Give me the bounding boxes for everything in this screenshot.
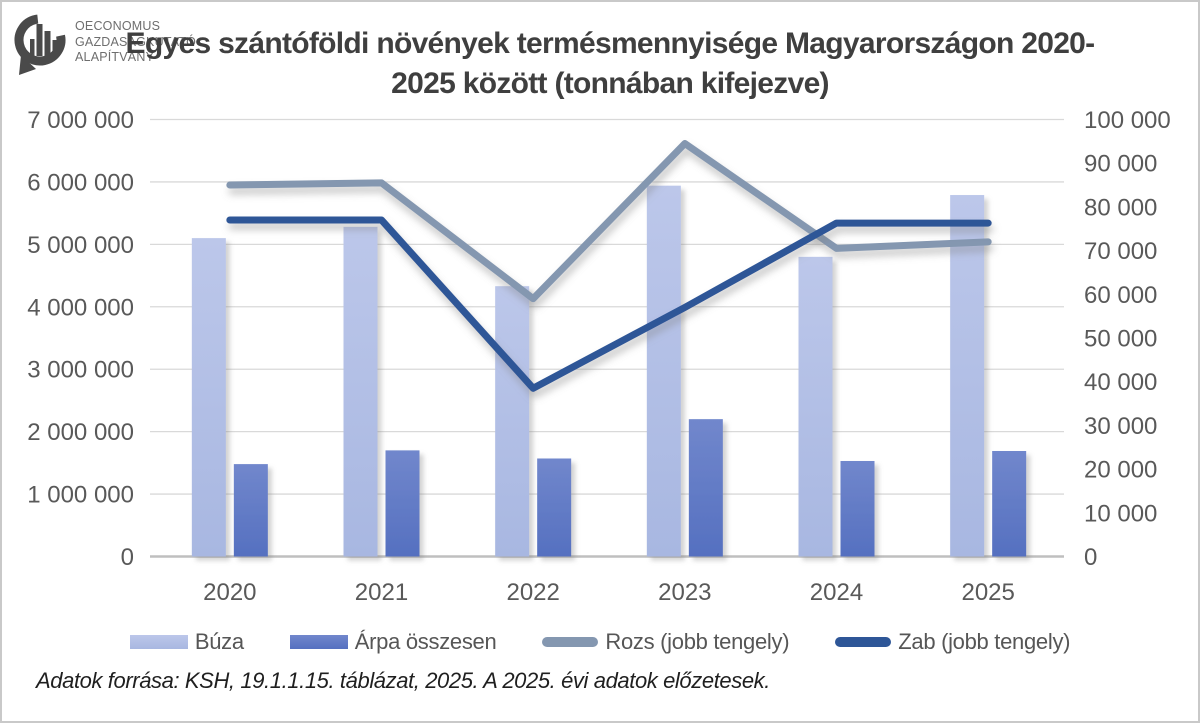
chart-title-line2: 2025 között (tonnában kifejezve): [391, 67, 829, 100]
right-axis-tick: 80 000: [1084, 194, 1157, 221]
x-axis-tick-2022: 2022: [506, 579, 559, 606]
line-Zab (jobb tengely): [226, 216, 992, 392]
bars: [191, 185, 1027, 557]
legend-swatch-line: [542, 637, 599, 647]
legend-label: Búza: [194, 629, 244, 654]
legend-item-Árpa összesen: Árpa összesen: [289, 629, 497, 655]
logo-text-line2: GAZDASÁGKUTATÓ: [75, 34, 197, 49]
right-axis-tick: 70 000: [1084, 238, 1157, 265]
logo-mark-icon: [14, 14, 66, 75]
right-axis-labels: 100 000 90 000 80 000 70 000 60 000 50 000 40 …: [1084, 107, 1171, 571]
logo-text: OECONOMUS GAZDASÁGKUTATÓ ALAPÍTVÁNY: [75, 19, 196, 66]
x-axis-tick-2023: 2023: [658, 579, 711, 606]
bar-Búza-2025: [950, 195, 985, 557]
x-axis-tick-2024: 2024: [810, 579, 863, 606]
right-axis-tick: 30 000: [1084, 413, 1157, 440]
x-axis-tick-2020: 2020: [203, 579, 256, 606]
bar-Árpa összesen-2025: [992, 450, 1027, 557]
legend-label: Rozs (jobb tengely): [605, 629, 790, 654]
legend-swatch-bar: [129, 635, 188, 649]
legend-swatch-bar: [289, 635, 348, 649]
bar-Búza-2021: [343, 226, 378, 557]
right-axis-tick: 100 000: [1084, 107, 1171, 134]
bar-Árpa összesen-2023: [688, 419, 723, 557]
right-axis-tick: 60 000: [1084, 282, 1157, 309]
bar-Árpa összesen-2021: [385, 450, 420, 557]
left-axis-labels: 7 000 000 6 000 000 5 000 000 4 000 000 3 00…: [27, 107, 134, 571]
left-axis-tick: 1 000 000: [27, 482, 134, 509]
source-note: Adatok forrása: KSH, 19.1.1.15. táblázat…: [36, 668, 770, 693]
left-axis-tick: 5 000 000: [27, 232, 134, 259]
bar-Búza-2022: [495, 286, 530, 557]
right-axis-tick: 20 000: [1084, 457, 1157, 484]
chart-legend: Búza Árpa összesen Rozs (jobb tengely) Zab …: [2, 624, 1198, 660]
logo-text-line1: OECONOMUS: [75, 19, 161, 33]
chart-title: Egyes szántóföldi növények termésmennyis…: [122, 24, 1098, 104]
logo-text-line3: ALAPÍTVÁNY: [75, 50, 155, 64]
right-axis-tick: 50 000: [1084, 326, 1157, 353]
left-axis-tick: 7 000 000: [27, 107, 134, 134]
left-axis-tick: 4 000 000: [27, 294, 134, 321]
left-axis-tick: 0: [121, 544, 134, 571]
x-axis-tick-2025: 2025: [961, 579, 1014, 606]
right-axis-tick: 40 000: [1084, 369, 1157, 396]
legend-swatch-line: [835, 637, 892, 647]
bar-Búza-2023: [646, 185, 681, 557]
x-axis-tick-2021: 2021: [355, 579, 408, 606]
right-axis-tick: 0: [1084, 544, 1097, 571]
legend-label: Árpa összesen: [354, 629, 497, 654]
bar-Árpa összesen-2020: [233, 464, 268, 557]
bar-Búza-2020: [191, 238, 226, 557]
legend-item-Zab (jobb tengely): Zab (jobb tengely): [835, 629, 1070, 655]
left-axis-tick: 6 000 000: [27, 169, 134, 196]
legend-item-Rozs (jobb tengely): Rozs (jobb tengely): [542, 629, 790, 655]
x-axis-labels: 2020 2021 2022 2023 2024 2025: [203, 579, 1015, 606]
chart-plot: 7 000 000 6 000 000 5 000 000 4 000 000 3 00…: [27, 107, 1171, 606]
oeconomus-logo: OECONOMUS GAZDASÁGKUTATÓ ALAPÍTVÁNY: [12, 10, 196, 80]
bar-Árpa összesen-2022: [537, 458, 572, 557]
legend-item-Búza: Búza: [129, 629, 244, 655]
left-axis-tick: 3 000 000: [27, 357, 134, 384]
line-Rozs (jobb tengely): [226, 140, 992, 303]
right-axis-tick: 10 000: [1084, 500, 1157, 527]
bar-Árpa összesen-2024: [840, 460, 875, 557]
chart-title-line1: Egyes szántóföldi növények termésmennyis…: [125, 27, 1096, 60]
right-axis-tick: 90 000: [1084, 151, 1157, 178]
legend-label: Zab (jobb tengely): [898, 629, 1071, 654]
bar-Búza-2024: [798, 256, 833, 557]
left-axis-tick: 2 000 000: [27, 419, 134, 446]
